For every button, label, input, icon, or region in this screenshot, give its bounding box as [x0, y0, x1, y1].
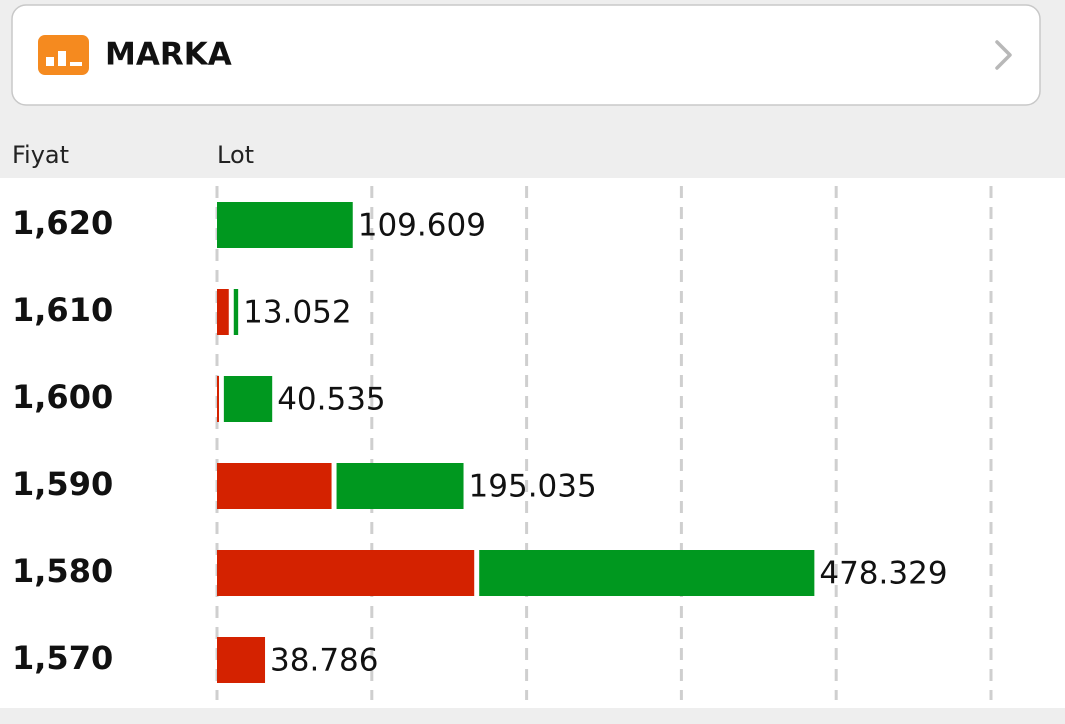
- bar-segment: [217, 637, 266, 683]
- chart-area: [0, 178, 1065, 708]
- icon-bar: [46, 57, 54, 66]
- value-label: 40.535: [277, 382, 385, 418]
- value-label: 109.609: [358, 208, 486, 244]
- column-label: Lot: [217, 141, 254, 169]
- bar-segment: [217, 376, 219, 422]
- price-label: 1,620: [12, 204, 113, 242]
- column-label: Fiyat: [12, 141, 69, 169]
- icon-bar: [70, 62, 82, 66]
- bar-segment: [217, 463, 332, 509]
- bar-segment: [479, 550, 815, 596]
- bar-segment: [336, 463, 464, 509]
- price-label: 1,570: [12, 639, 113, 677]
- chevron[interactable]: [995, 40, 1012, 70]
- bar-segment: [233, 289, 239, 335]
- value-label: 195.035: [469, 469, 597, 505]
- bar-segment: [217, 550, 475, 596]
- price-label: 1,610: [12, 291, 113, 329]
- value-label: 38.786: [270, 643, 378, 679]
- bar-segment: [217, 289, 229, 335]
- icon-bar: [58, 51, 66, 66]
- card[interactable]: [11, 4, 1041, 106]
- price-label: 1,590: [12, 465, 113, 503]
- bar-segment: [223, 376, 273, 422]
- price-label: 1,600: [12, 378, 113, 416]
- value-label: 13.052: [243, 295, 351, 331]
- header-card[interactable]: MARKA: [11, 4, 1041, 106]
- bar-segment: [217, 202, 353, 248]
- value-label: 478.329: [819, 556, 947, 592]
- title: MARKA: [105, 37, 232, 73]
- price-label: 1,580: [12, 552, 113, 590]
- chart: 1,620 109.609 1,610 13.052 1,600 40.535 1,590 1…: [12, 186, 993, 700]
